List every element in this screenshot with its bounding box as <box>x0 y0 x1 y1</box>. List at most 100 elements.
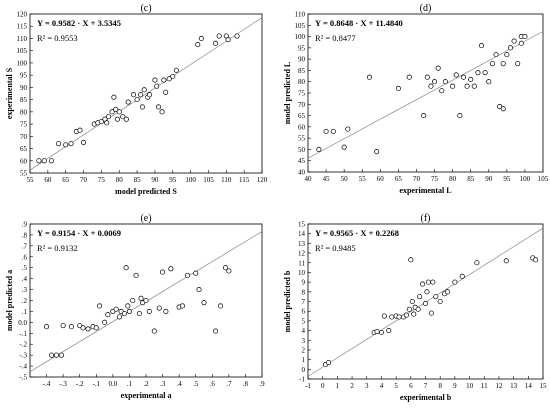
data-point <box>125 303 131 309</box>
data-point <box>442 79 448 85</box>
x-tick-label: 80 <box>116 176 124 184</box>
data-point <box>80 325 86 331</box>
data-point <box>326 359 332 366</box>
data-point <box>515 61 521 67</box>
x-tick-label: 65 <box>395 175 403 183</box>
y-tick-label: 75 <box>20 121 28 129</box>
data-point <box>421 113 427 119</box>
data-point <box>433 294 439 300</box>
y-tick-label: 40 <box>298 169 306 177</box>
x-tick-label: -.4 <box>43 380 51 388</box>
x-tick-label: 115 <box>239 176 250 184</box>
data-point <box>63 142 69 148</box>
data-point <box>386 328 392 334</box>
panel-label: (d) <box>420 3 432 14</box>
x-tick-label: 120 <box>257 176 268 184</box>
x-tick-label: 75 <box>431 175 439 183</box>
data-point <box>411 311 417 317</box>
data-point <box>195 42 201 48</box>
x-tick-label: .7 <box>226 380 232 388</box>
data-point <box>134 97 140 103</box>
y-tick-label: 3 <box>302 337 306 345</box>
y-axis-label: experimental S <box>5 67 14 119</box>
x-tick-label: 55 <box>359 175 367 183</box>
x-tick-label: 65 <box>62 176 70 184</box>
y-tick-label: 60 <box>298 123 306 131</box>
data-point <box>511 38 517 44</box>
x-tick-label: 90 <box>151 176 159 184</box>
y-tick-label: 110 <box>17 35 28 43</box>
y-tick-label: 55 <box>20 170 28 178</box>
x-tick-label: 40 <box>305 175 313 183</box>
data-point <box>109 109 115 115</box>
data-point <box>58 352 65 358</box>
data-point <box>409 298 415 305</box>
x-tick-label: 80 <box>449 175 457 183</box>
data-point <box>522 34 528 40</box>
data-point <box>105 114 112 120</box>
y-tick-label: 80 <box>20 108 28 116</box>
data-point <box>366 74 373 80</box>
y-tick-label: 80 <box>298 78 306 86</box>
data-point <box>439 88 445 94</box>
x-tick-label: 11 <box>481 382 488 390</box>
data-point <box>97 303 103 309</box>
data-point <box>168 266 174 272</box>
x-tick-label: 90 <box>485 175 493 183</box>
y-tick-label: 15 <box>298 221 306 229</box>
data-point <box>374 328 380 335</box>
y-tick-label: -.1 <box>19 330 27 338</box>
r-squared: R² = 0.8477 <box>315 33 356 43</box>
x-tick-label: 10 <box>466 382 474 390</box>
data-point <box>138 295 144 301</box>
data-point <box>161 77 167 83</box>
data-point <box>316 146 322 152</box>
data-point <box>218 303 224 309</box>
y-tick-label: 95 <box>20 72 28 80</box>
x-tick-label: .5 <box>193 380 199 388</box>
data-point <box>381 313 387 319</box>
data-point <box>408 257 414 263</box>
data-point <box>113 306 119 312</box>
x-tick-label: 95 <box>169 176 177 184</box>
y-tick-label: 70 <box>20 133 28 141</box>
y-tick-label: 9 <box>302 279 306 287</box>
data-point <box>77 127 83 133</box>
y-tick-label: .7 <box>22 242 28 250</box>
y-axis-label: model predicted a <box>5 270 14 331</box>
x-tick-label: .4 <box>177 380 183 388</box>
x-tick-label: .8 <box>243 380 249 388</box>
x-tick-label: 105 <box>538 175 549 183</box>
data-point <box>213 328 219 334</box>
data-point <box>500 61 506 67</box>
x-tick-label: 60 <box>44 176 52 184</box>
data-point <box>133 272 139 278</box>
data-point <box>123 265 129 271</box>
data-point <box>507 45 514 51</box>
y-tick-label: 115 <box>17 23 28 31</box>
data-point <box>98 119 104 125</box>
panel-label: (f) <box>421 213 431 224</box>
y-tick-label: 1 <box>302 356 306 364</box>
panel-label: (e) <box>140 213 151 224</box>
x-tick-label: 100 <box>520 175 531 183</box>
scatter-panel-1: 40 45 50 55 60 65 70 75 80 85 90 95 100 105 40 45 50 55 60… <box>283 3 549 195</box>
x-tick-label: 6 <box>409 382 413 390</box>
data-point <box>450 83 456 89</box>
data-point <box>430 279 436 285</box>
y-tick-label: 90 <box>20 84 28 92</box>
data-point <box>146 308 152 314</box>
regression-equation: Y = 0.9565 · X + 0.2268 <box>315 228 399 238</box>
data-point <box>471 83 477 89</box>
data-point <box>113 106 119 112</box>
data-point <box>464 83 470 89</box>
data-point <box>435 65 441 71</box>
x-tick-label: 95 <box>503 175 511 183</box>
y-tick-label: .8 <box>22 231 28 239</box>
y-tick-label: -.3 <box>19 352 27 360</box>
data-point <box>68 141 74 147</box>
x-tick-label: 9 <box>453 382 457 390</box>
data-point <box>406 74 412 80</box>
x-tick-label: -.3 <box>59 380 67 388</box>
data-point <box>126 308 132 314</box>
